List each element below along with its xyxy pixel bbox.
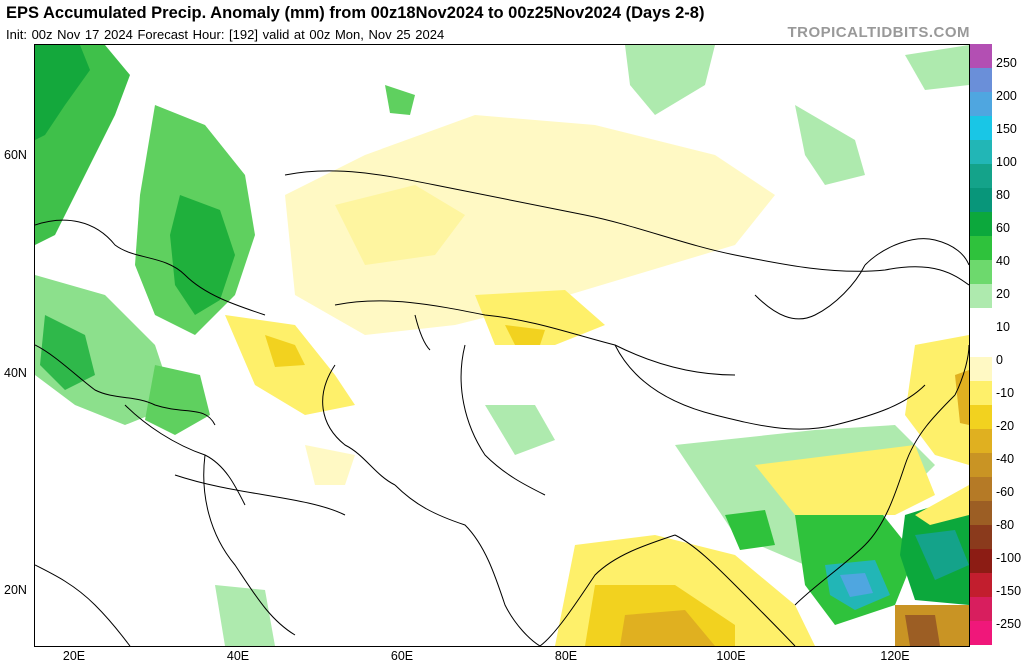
colorbar-label: 20 [996,287,1010,301]
lon-label-60e: 60E [390,649,414,663]
colorbar-label: 100 [996,155,1017,169]
colorbar-segment [970,548,992,574]
lon-label-80e: 80E [554,649,578,663]
lon-label-20e: 20E [62,649,86,663]
colorbar-label: -80 [996,518,1015,532]
colorbar-segment [970,308,992,333]
colorbar-label: -40 [996,452,1015,466]
colorbar-label: -100 [996,551,1022,565]
colorbar-segment [970,236,992,261]
colorbar-label: 200 [996,89,1017,103]
chart-title: EPS Accumulated Precip. Anomaly (mm) fro… [6,4,705,22]
colorbar-segment [970,332,992,357]
colorbar-label: 60 [996,221,1010,235]
lat-label-20n: 20N [4,583,27,597]
colorbar-segment [970,380,992,406]
colorbar-segment [970,404,992,430]
colorbar-segment [970,452,992,478]
precip-anomaly-map [34,44,970,647]
colorbar-segment [970,116,992,141]
colorbar-segment [970,212,992,237]
colorbar-segment [970,284,992,309]
colorbar-label: -20 [996,419,1015,433]
dry-anomaly-regions [225,115,969,646]
lon-label-40e: 40E [226,649,250,663]
colorbar-label: 250 [996,56,1017,70]
colorbar-segment [970,140,992,165]
colorbar-segment [970,524,992,550]
colorbar-segment [970,476,992,502]
colorbar-label: -10 [996,386,1015,400]
colorbar-label: 0 [996,353,1003,367]
lon-label-120e: 120E [880,649,910,663]
brand-watermark: TROPICALTIDBITS.COM [787,24,970,41]
colorbar-segment [970,500,992,526]
colorbar-label: 10 [996,320,1010,334]
colorbar-segment [970,92,992,117]
colorbar-label: -60 [996,485,1015,499]
colorbar-segment [970,572,992,598]
coastlines-borders [35,170,969,646]
colorbar [970,44,992,646]
lon-label-100e: 100E [716,649,746,663]
colorbar-label: 150 [996,122,1017,136]
colorbar-label: 40 [996,254,1010,268]
colorbar-segment [970,260,992,285]
colorbar-label: -250 [996,617,1022,631]
colorbar-segment [970,188,992,213]
colorbar-segment [970,356,992,382]
lat-label-60n: 60N [4,148,27,162]
colorbar-segment [970,620,992,646]
colorbar-segment [970,44,992,69]
lat-label-40n: 40N [4,366,27,380]
colorbar-label: -150 [996,584,1022,598]
colorbar-segment [970,68,992,93]
colorbar-label: 80 [996,188,1010,202]
colorbar-segment [970,428,992,454]
chart-subtitle: Init: 00z Nov 17 2024 Forecast Hour: [19… [6,27,445,42]
map-canvas [35,45,969,646]
colorbar-segment [970,596,992,622]
colorbar-segment [970,164,992,189]
